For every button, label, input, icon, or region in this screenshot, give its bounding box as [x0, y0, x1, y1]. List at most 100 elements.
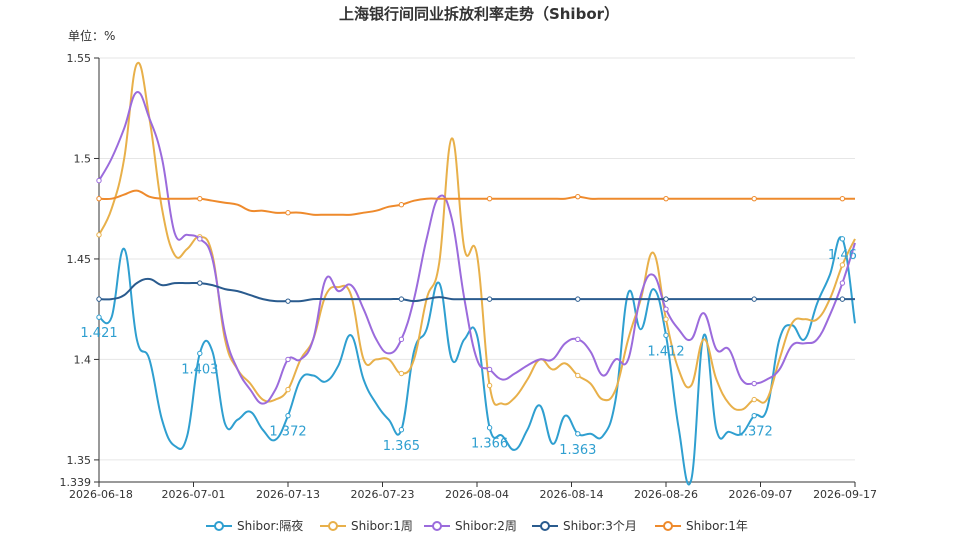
series-4: [96, 277, 855, 304]
data-label: 1.46: [828, 248, 857, 263]
data-point: [663, 316, 669, 322]
data-point: [575, 336, 581, 343]
data-point: [398, 427, 405, 433]
series-line: [98, 236, 856, 486]
legend-item[interactable]: Shibor:隔夜: [206, 518, 303, 533]
data-point: [663, 332, 669, 339]
data-point: [398, 370, 405, 377]
x-tick-label: 2026-07-23: [351, 488, 415, 501]
data-point: [486, 382, 493, 389]
data-point: [96, 314, 102, 320]
x-tick-label: 2026-07-01: [162, 488, 226, 501]
data-point: [663, 195, 669, 202]
legend-item[interactable]: Shibor:3个月: [532, 519, 637, 533]
x-tick-label: 2026-07-13: [256, 488, 320, 501]
data-point: [285, 298, 291, 304]
data-point: [197, 195, 203, 202]
data-point: [285, 356, 291, 363]
data-label: 1.412: [647, 344, 684, 359]
data-label: 1.363: [559, 443, 596, 458]
x-tick-label: 2026-08-14: [540, 488, 604, 501]
data-point: [663, 306, 669, 312]
data-point: [751, 195, 757, 202]
y-tick-label: 1.55: [67, 52, 92, 65]
data-point: [96, 296, 102, 302]
legend-marker: [663, 521, 673, 531]
data-point: [96, 195, 102, 202]
y-tick-label: 1.5: [74, 152, 92, 165]
series-line: [98, 189, 855, 216]
legend-marker: [214, 521, 224, 531]
data-point: [751, 412, 757, 419]
data-point: [751, 396, 757, 403]
series-3: [96, 91, 856, 405]
x-tick-label: 2026-08-26: [634, 488, 698, 501]
data-point: [839, 280, 846, 286]
x-tick-label: 2026-09-17: [813, 488, 877, 501]
data-label: 1.372: [736, 425, 773, 440]
data-point: [285, 386, 291, 393]
legend-marker: [540, 521, 550, 531]
legend-item[interactable]: Shibor:1年: [655, 519, 748, 533]
x-tick-label: 2026-09-07: [729, 488, 793, 501]
data-point: [839, 262, 846, 268]
unit-label: 单位：%: [68, 28, 115, 43]
legend-label: Shibor:2周: [455, 519, 517, 533]
data-label: 1.403: [181, 362, 218, 377]
legend-item[interactable]: Shibor:2周: [424, 519, 517, 533]
x-tick-label: 2026-06-18: [69, 488, 133, 501]
legend-item[interactable]: Shibor:1周: [320, 519, 413, 533]
data-point: [486, 425, 493, 431]
data-label: 1.366: [471, 437, 508, 452]
data-point: [486, 296, 493, 302]
data-point: [751, 296, 757, 302]
data-point: [197, 350, 203, 357]
data-point: [96, 177, 102, 184]
y-tick-label: 1.35: [67, 454, 92, 467]
data-point: [398, 296, 405, 302]
legend-label: Shibor:3个月: [563, 519, 637, 533]
legend-marker: [328, 521, 338, 531]
y-tick-label: 1.339: [60, 476, 92, 489]
grid-lines: [99, 57, 855, 483]
data-point: [285, 412, 291, 419]
chart-title: 上海银行间同业拆放利率走势（Shibor）: [339, 5, 619, 23]
axes: 1.339 1.35 1.4 1.45 1.5 1.55 2026-06-18 2026-07…: [60, 52, 878, 501]
data-point: [839, 236, 846, 242]
y-tick-label: 1.45: [67, 253, 92, 266]
data-point: [839, 195, 846, 202]
series-line: [98, 277, 855, 303]
legend-label: Shibor:1周: [351, 519, 413, 533]
data-point: [575, 372, 581, 379]
data-label: 1.365: [383, 439, 420, 454]
series-lines: [96, 61, 856, 486]
legend: Shibor:隔夜 Shibor:1周 Shibor:2周 Shibor:3个月 Shi…: [206, 518, 748, 533]
data-point: [839, 296, 846, 302]
data-labels: 1.421 1.403 1.372 1.365 1.366 1.363 1.412 1.372…: [80, 248, 856, 458]
y-tick-label: 1.4: [74, 353, 92, 366]
data-point: [486, 366, 493, 373]
data-point: [197, 236, 203, 242]
data-label: 1.421: [80, 326, 117, 341]
data-label: 1.372: [269, 425, 306, 440]
data-point: [96, 232, 102, 238]
x-tick-label: 2026-08-04: [445, 488, 509, 501]
data-point: [398, 201, 405, 208]
data-point: [197, 280, 203, 286]
data-point: [575, 431, 581, 437]
data-point: [663, 296, 669, 302]
data-point: [398, 336, 405, 343]
legend-label: Shibor:1年: [686, 519, 748, 533]
series-5: [96, 189, 855, 216]
legend-marker: [432, 521, 442, 531]
data-point: [751, 380, 757, 387]
series-line: [98, 91, 856, 405]
data-point: [285, 210, 291, 216]
data-point: [575, 296, 581, 302]
data-point: [575, 193, 581, 200]
series-1: [96, 236, 856, 486]
data-point: [486, 195, 493, 202]
legend-label: Shibor:隔夜: [237, 518, 303, 533]
